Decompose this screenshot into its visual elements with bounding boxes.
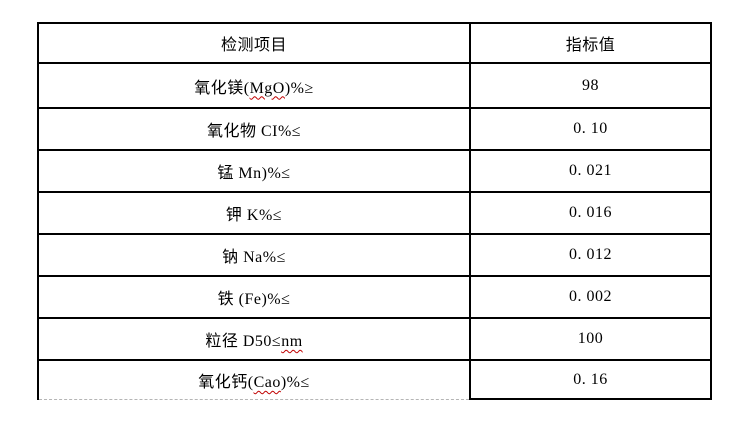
item-text: )%≤ (280, 373, 310, 391)
index-value-cell: 0. 016 (469, 191, 712, 235)
test-item-cell: 铁 (Fe)%≤ (37, 275, 471, 319)
item-text: 氧化物 CI%≤ (206, 123, 302, 140)
test-item-cell: 锰 Mn)%≤ (37, 149, 471, 193)
test-item-cell: 氧化物 CI%≤ (37, 107, 471, 151)
table-row: 氧化钙(Cao)%≤ 0. 16 (37, 359, 712, 400)
table-row: 氧化镁(MgO)%≥ 98 (37, 62, 712, 109)
table-row: 钾 K%≤ 0. 016 (37, 191, 712, 235)
index-value-cell: 0. 012 (469, 233, 712, 277)
item-text: 钠 Na%≤ (222, 249, 286, 266)
item-text: 氧化钙( (198, 373, 254, 391)
test-item-cell: 钾 K%≤ (37, 191, 471, 235)
table-row: 粒径 D50≤nm 100 (37, 317, 712, 361)
index-value-cell: 100 (469, 317, 712, 361)
item-text: 铁 (Fe)%≤ (217, 291, 291, 308)
index-value-cell: 0. 021 (469, 149, 712, 193)
test-item-cell: 粒径 D50≤nm (37, 317, 471, 361)
item-text-misspelled: MgO (249, 79, 285, 97)
table-row: 氧化物 CI%≤ 0. 10 (37, 107, 712, 151)
item-text: 锰 Mn)%≤ (217, 165, 291, 182)
item-text: 粒径 D50≤ (205, 333, 282, 350)
table-row: 锰 Mn)%≤ 0. 021 (37, 149, 712, 193)
index-value-cell: 0. 16 (469, 359, 712, 400)
item-text: )%≥ (284, 79, 314, 97)
index-value-cell: 0. 002 (469, 275, 712, 319)
table-header-row: 检测项目 指标值 (37, 22, 712, 64)
test-item-cell: 氧化钙(Cao)%≤ (37, 359, 471, 400)
item-text-misspelled: nm (281, 333, 303, 350)
index-value-cell: 98 (469, 62, 712, 109)
test-item-cell: 钠 Na%≤ (37, 233, 471, 277)
header-test-item: 检测项目 (37, 22, 471, 64)
spec-table: 检测项目 指标值 氧化镁(MgO)%≥ 98 氧化物 CI%≤ 0. 10 锰 … (37, 22, 712, 400)
item-text: 氧化镁( (194, 79, 250, 97)
item-text-misspelled: Cao (253, 373, 281, 391)
index-value-cell: 0. 10 (469, 107, 712, 151)
header-index-value: 指标值 (469, 22, 712, 64)
table-row: 钠 Na%≤ 0. 012 (37, 233, 712, 277)
test-item-cell: 氧化镁(MgO)%≥ (37, 62, 471, 109)
item-text: 钾 K%≤ (225, 207, 283, 224)
table-row: 铁 (Fe)%≤ 0. 002 (37, 275, 712, 319)
